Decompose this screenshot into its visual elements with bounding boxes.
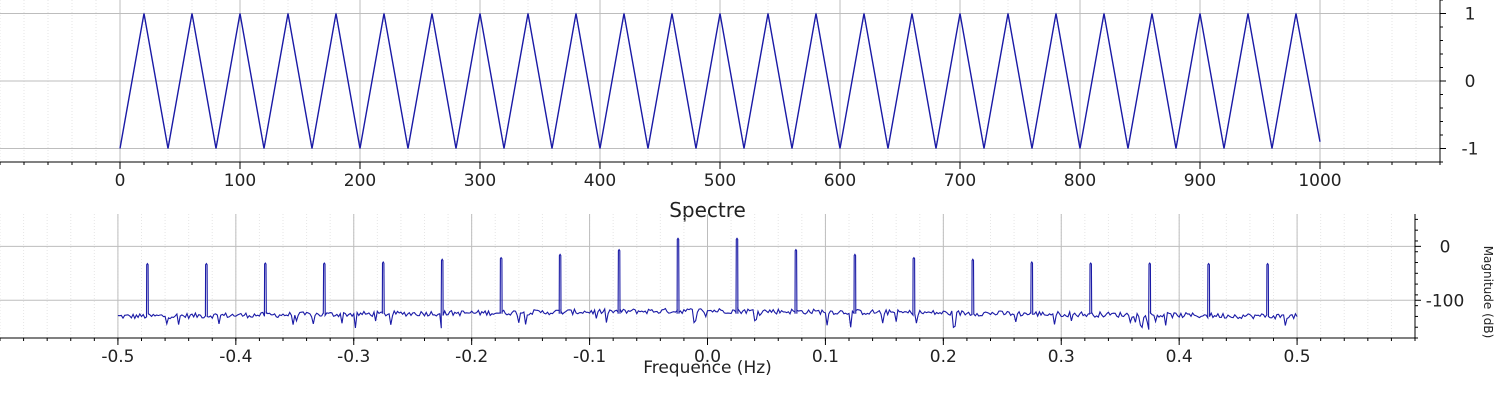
spectrum-x-tick-label: 0.5 (1284, 347, 1311, 367)
time-plot-ticks: 0 100 200 300 400 500 600 700 800 900 1000 -1 0 1 (0, 0, 1478, 191)
time-signal-line (119, 13, 1321, 149)
time-x-tick-label: 400 (584, 171, 616, 191)
time-x-tick-label: 900 (1184, 171, 1216, 191)
spectrum-x-tick-label: -0.2 (455, 347, 488, 367)
spectrum-x-tick-label: 0.0 (694, 347, 721, 367)
spectrum-x-tick-label: 0.4 (1166, 347, 1193, 367)
time-x-tick-label: 600 (824, 171, 856, 191)
time-plot-grid (0, 0, 1441, 162)
time-x-tick-label: 1000 (1298, 171, 1341, 191)
spectrum-y-tick-label: 0 (1440, 237, 1451, 257)
spectrum-y-tick-label: -100 (1426, 291, 1465, 311)
spectrum-y-label: Magnitude (dB) (1481, 246, 1495, 339)
spectrum-ticks: -0.5 -0.4 -0.3 -0.2 -0.1 0.0 0.1 0.2 0.3 0.4 0.5 0 -… (0, 218, 1465, 367)
spectrum-x-tick-label: -0.3 (337, 347, 370, 367)
spectrum-x-tick-label: 0.3 (1048, 347, 1075, 367)
spectrum-x-tick-label: -0.5 (101, 347, 134, 367)
time-x-tick-label: 100 (224, 171, 256, 191)
spectrum-plot: Spectre -0.5 -0.4 -0.3 -0.2 -0.1 0.0 0.1 0.2 0.3… (0, 198, 1495, 378)
time-y-tick-label: -1 (1462, 140, 1479, 160)
spectrum-x-tick-label: 0.2 (930, 347, 957, 367)
time-x-tick-label: 0 (115, 171, 126, 191)
time-x-tick-label: 500 (704, 171, 736, 191)
time-y-tick-label: 1 (1465, 5, 1476, 25)
spectrum-peaks (146, 238, 1269, 264)
spectrum-x-tick-label: -0.1 (573, 347, 606, 367)
spectrum-x-tick-label: -0.4 (219, 347, 252, 367)
spectrum-plot-grid (0, 214, 1416, 338)
time-x-tick-label: 200 (344, 171, 376, 191)
time-x-tick-label: 800 (1064, 171, 1096, 191)
spectrum-x-tick-label: 0.1 (812, 347, 839, 367)
time-y-tick-label: 0 (1465, 72, 1476, 92)
time-signal-plot: 0 100 200 300 400 500 600 700 800 900 1000 -1 0 1 (0, 0, 1478, 191)
spectrum-line (117, 237, 1298, 330)
time-x-tick-label: 300 (464, 171, 496, 191)
time-x-tick-label: 700 (944, 171, 976, 191)
spectrum-x-label: Frequence (Hz) (643, 358, 772, 378)
